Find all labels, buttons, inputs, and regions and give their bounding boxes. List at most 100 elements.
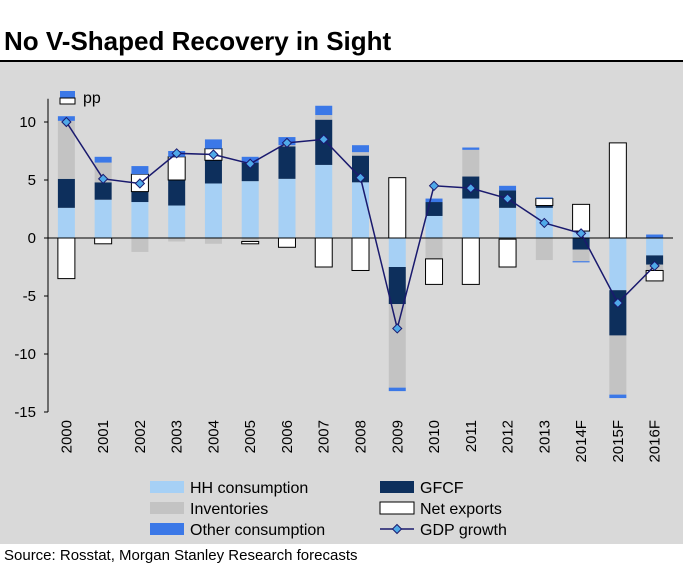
bar-gfcf-2004 — [204, 160, 222, 184]
legend-label-gdp-growth: GDP growth — [420, 522, 507, 539]
x-tick-label-2000: 2000 — [58, 420, 75, 453]
y-tick-label: -10 — [14, 346, 36, 363]
bar-net-exports-2005 — [241, 240, 260, 245]
bar-inventories-2012 — [499, 238, 517, 240]
x-tick-label-2014F: 2014F — [573, 420, 590, 463]
bar-hh-consumption-2001 — [94, 199, 112, 238]
bar-net-exports-2012 — [498, 238, 517, 268]
bar-net-exports-2007 — [314, 237, 333, 268]
x-tick-label-2011: 2011 — [463, 420, 480, 452]
bar-gfcf-2010 — [425, 202, 443, 216]
bar-inventories-2002 — [131, 238, 149, 252]
gdp-growth-marker-2004 — [208, 149, 219, 160]
bar-inventories-2003 — [168, 238, 186, 242]
bar-hh-consumption-2015F — [609, 238, 627, 291]
bar-inventories-2001 — [94, 162, 112, 183]
bar-other-consumption-2008 — [352, 145, 369, 153]
x-tick-label-2015F: 2015F — [610, 420, 627, 463]
x-tick-label-2005: 2005 — [242, 420, 259, 453]
bar-hh-consumption-2000 — [57, 207, 75, 238]
bar-inventories-2005 — [241, 238, 259, 242]
legend-label-net-exports: Net exports — [420, 501, 502, 518]
bar-other-consumption-2013 — [535, 197, 553, 199]
legend-swatch-hh-consumption — [150, 481, 184, 493]
bar-hh-consumption-2009 — [388, 238, 406, 267]
bar-hh-consumption-2008 — [352, 182, 369, 238]
gdp-growth-marker-2009 — [392, 323, 403, 334]
legend-label-gfcf: GFCF — [420, 480, 464, 497]
bar-inventories-2009 — [388, 304, 406, 388]
bar-inventories-2008 — [352, 152, 369, 156]
bar-net-exports-2008 — [351, 237, 370, 271]
gdp-growth-marker-2001 — [97, 173, 109, 185]
bar-hh-consumption-2002 — [131, 202, 149, 238]
gdp-growth-marker-2015F — [612, 297, 624, 309]
x-tick-label-2009: 2009 — [389, 420, 406, 453]
bar-inventories-2010 — [425, 238, 443, 259]
bar-gfcf-2001 — [94, 182, 112, 200]
legend-swatch-gfcf — [380, 481, 414, 493]
title-underline — [0, 60, 683, 62]
y-tick-label: -15 — [14, 404, 36, 421]
unit-swatch-bottom — [59, 97, 76, 105]
bar-gfcf-2002 — [131, 191, 149, 203]
legend-label-inventories: Inventories — [190, 501, 268, 518]
bar-hh-consumption-2007 — [315, 164, 333, 238]
bar-net-exports-2006 — [277, 237, 296, 248]
bar-other-consumption-2001 — [94, 156, 112, 163]
bar-inventories-2007 — [315, 115, 333, 120]
bar-hh-consumption-2016F — [646, 238, 664, 256]
bar-other-consumption-2002 — [131, 166, 149, 175]
bar-gfcf-2009 — [388, 267, 406, 305]
unit-label: pp — [83, 90, 101, 107]
bar-gfcf-2013 — [535, 205, 553, 208]
gdp-growth-marker-2012 — [502, 193, 513, 204]
bar-other-consumption-2014F — [572, 261, 590, 263]
legend-swatch-other-consumption — [150, 523, 184, 535]
bar-inventories-2014F — [572, 249, 590, 262]
bar-gfcf-2014F — [572, 238, 590, 250]
bar-other-consumption-2004 — [204, 139, 222, 149]
x-tick-label-2012: 2012 — [500, 420, 517, 453]
bar-inventories-2011 — [462, 149, 480, 177]
unit-swatch-top — [60, 91, 75, 98]
bar-inventories-2013 — [535, 238, 553, 261]
bar-other-consumption-2011 — [462, 147, 480, 150]
gdp-growth-marker-2016F — [649, 260, 660, 272]
x-tick-label-2016F: 2016F — [647, 420, 664, 463]
bar-net-exports-2013 — [535, 198, 554, 207]
bar-net-exports-2011 — [461, 237, 480, 285]
gdp-growth-marker-2002 — [134, 178, 146, 189]
bar-gfcf-2000 — [57, 178, 75, 208]
bar-gfcf-2008 — [352, 155, 369, 183]
bar-net-exports-2009 — [388, 177, 407, 239]
bar-other-consumption-2015F — [609, 394, 627, 399]
legend-swatch-gdp-growth-marker — [391, 523, 403, 535]
legend: HH consumption GFCF Inventories Net exports… — [59, 90, 507, 539]
gdp-growth-marker-2014F — [575, 228, 587, 239]
bar-other-consumption-2009 — [388, 387, 406, 392]
gdp-growth-marker-2003 — [171, 148, 182, 159]
axis-layer: 10 5 0 -5 -10 -15 2000 2001 2002 2003 2004 2005 2006… — [14, 98, 673, 463]
bar-hh-consumption-2004 — [204, 183, 222, 238]
x-tick-label-2006: 2006 — [279, 420, 296, 453]
chart-panel — [0, 62, 683, 544]
source-note: Source: Rosstat, Morgan Stanley Research… — [4, 547, 358, 564]
y-tick-label: 10 — [19, 114, 36, 131]
x-tick-label-2001: 2001 — [95, 420, 112, 453]
x-tick-label-2013: 2013 — [536, 420, 553, 453]
bar-hh-consumption-2005 — [241, 181, 259, 238]
legend-swatch-inventories — [150, 502, 184, 514]
bar-hh-consumption-2011 — [462, 198, 480, 238]
gdp-line-layer — [61, 116, 660, 334]
bar-other-consumption-2007 — [315, 105, 333, 116]
bar-gfcf-2015F — [609, 290, 627, 336]
bar-inventories-2004 — [204, 238, 222, 244]
bar-hh-consumption-2003 — [168, 205, 186, 238]
bar-gfcf-2003 — [168, 180, 186, 206]
bar-gfcf-2016F — [646, 255, 664, 265]
bar-gfcf-2005 — [241, 162, 259, 182]
y-tick-label: 5 — [28, 172, 36, 189]
bar-inventories-2000 — [57, 120, 75, 179]
